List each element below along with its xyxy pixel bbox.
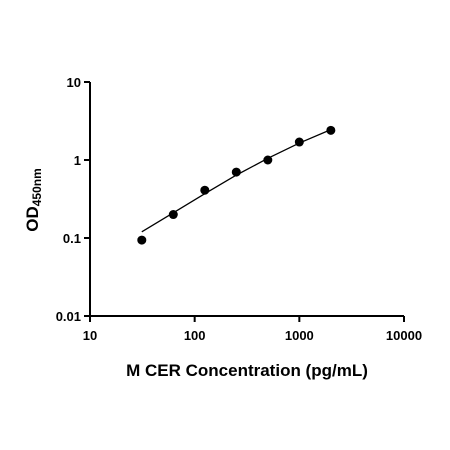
y-tick-label: 0.01	[56, 309, 81, 324]
y-tick-label: 0.1	[63, 231, 81, 246]
x-tick-label: 100	[184, 328, 206, 343]
fit-curve	[141, 129, 332, 233]
x-tick-label: 10	[83, 328, 97, 343]
y-tick-label: 1	[74, 153, 81, 168]
x-tick-label: 1000	[285, 328, 314, 343]
y-axis-title-main: OD	[23, 206, 42, 232]
x-axis-title: M CER Concentration (pg/mL)	[126, 361, 368, 380]
x-tick-label: 10000	[386, 328, 422, 343]
data-point	[168, 210, 178, 220]
y-axis-title-sub: 450nm	[30, 168, 44, 206]
y-tick-label: 10	[67, 75, 81, 90]
y-axis-title: OD450nm	[23, 168, 44, 232]
data-point	[137, 235, 147, 245]
